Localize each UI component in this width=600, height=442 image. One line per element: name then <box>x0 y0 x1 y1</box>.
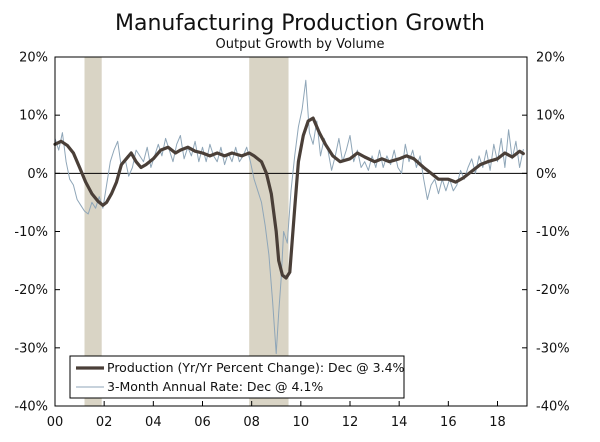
ytick-left-label-neg10pct: -10% <box>14 225 48 240</box>
ytick-right-label-neg30pct: -30% <box>536 341 570 356</box>
recession-bar-1 <box>84 57 102 406</box>
ytick-left-label-20pct: 20% <box>19 51 48 66</box>
ytick-right-label-10pct: 10% <box>536 109 565 124</box>
legend: Production (Yr/Yr Percent Change): Dec @… <box>69 355 405 399</box>
plot-frame <box>54 56 528 407</box>
y-axis-left: 20% 10% 0% -10% -20% -30% -40% <box>14 51 60 415</box>
xtick-label-12: 12 <box>342 415 359 430</box>
series-line-production <box>53 116 525 280</box>
ytick-right-label-0pct: 0% <box>536 167 557 182</box>
ytick-left-label-neg20pct: -20% <box>14 283 48 298</box>
x-axis: 00 02 04 06 08 10 12 14 16 18 <box>47 401 506 430</box>
legend-label-annual-rate: 3-Month Annual Rate: Dec @ 4.1% <box>107 379 323 394</box>
legend-box <box>69 355 405 399</box>
ytick-left-label-0pct: 0% <box>27 167 48 182</box>
xtick-label-00: 00 <box>47 415 64 430</box>
xtick-label-02: 02 <box>96 415 113 430</box>
recession-bar-2 <box>249 57 289 406</box>
series-group <box>53 79 525 355</box>
ytick-left-label-neg40pct: -40% <box>14 400 48 415</box>
ytick-right-label-neg20pct: -20% <box>536 283 570 298</box>
recession-shading-group <box>84 57 289 406</box>
xtick-label-04: 04 <box>145 415 162 430</box>
chart-title: Manufacturing Production Growth <box>115 11 485 36</box>
ytick-left-label-10pct: 10% <box>19 109 48 124</box>
ytick-left-label-neg30pct: -30% <box>14 341 48 356</box>
chart-subtitle: Output Growth by Volume <box>216 37 385 52</box>
legend-label-production: Production (Yr/Yr Percent Change): Dec @… <box>107 360 405 375</box>
ytick-right-label-20pct: 20% <box>536 51 565 66</box>
xtick-label-18: 18 <box>489 415 506 430</box>
series-line-annual-rate <box>54 79 524 355</box>
xtick-label-06: 06 <box>194 415 211 430</box>
xtick-label-08: 08 <box>243 415 260 430</box>
xtick-label-16: 16 <box>440 415 457 430</box>
ytick-right-label-neg40pct: -40% <box>536 400 570 415</box>
xtick-label-10: 10 <box>293 415 310 430</box>
y-axis-right: 20% 10% 0% -10% -20% -30% -40% <box>522 51 570 415</box>
ytick-right-label-neg10pct: -10% <box>536 225 570 240</box>
xtick-label-14: 14 <box>391 415 408 430</box>
